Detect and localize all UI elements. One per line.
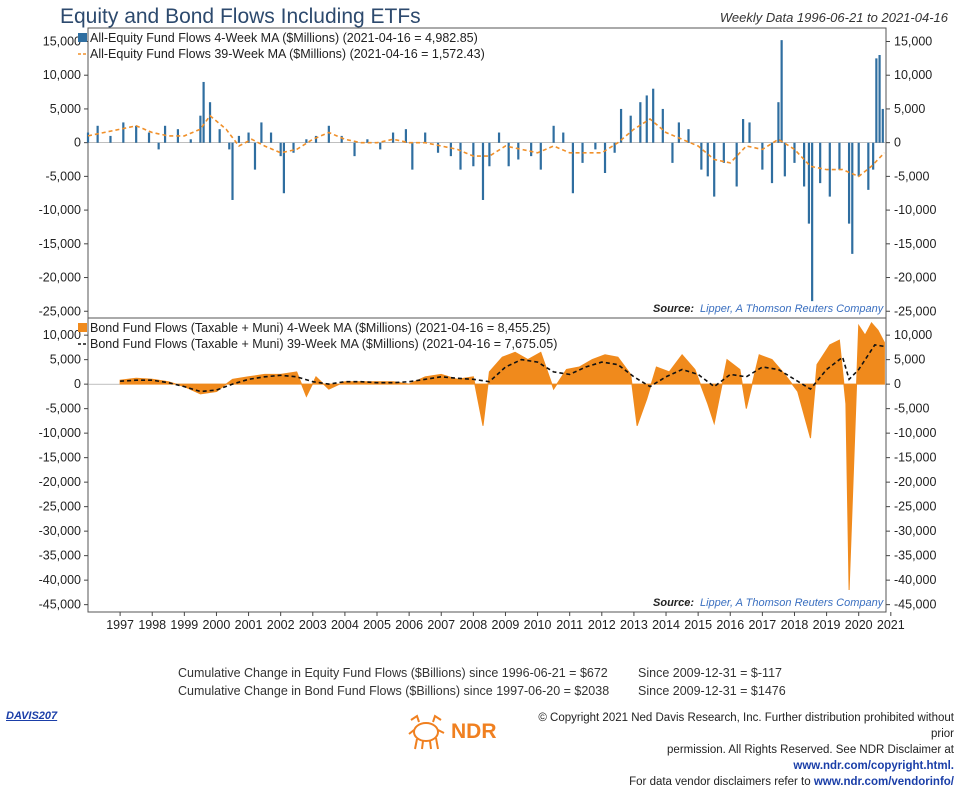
equity-ytick-label-left: 15,000 bbox=[43, 34, 81, 48]
cumulative-bond: Cumulative Change in Bond Fund Flows ($B… bbox=[178, 684, 610, 698]
vendor-line: For data vendor disclaimers refer to bbox=[629, 776, 811, 788]
xtick-label: 1997 bbox=[106, 618, 134, 632]
bond-ytick-label-left: -25,000 bbox=[39, 500, 81, 514]
xtick-label: 2012 bbox=[588, 618, 616, 632]
cumulative-bond-since: Since 2009-12-31 = $1476 bbox=[638, 684, 786, 698]
data-period: Weekly Data 1996-06-21 to 2021-04-16 bbox=[719, 10, 948, 25]
bond-ma-line bbox=[120, 344, 885, 393]
xtick-label: 2003 bbox=[299, 618, 327, 632]
bond-legend-swatch bbox=[78, 323, 87, 332]
bond-ytick-label-right: -25,000 bbox=[894, 500, 936, 514]
xtick-label: 2018 bbox=[781, 618, 809, 632]
bond-ytick-label-right: -45,000 bbox=[894, 598, 936, 612]
xtick-label: 2002 bbox=[267, 618, 295, 632]
bond-ytick-label-right: 10,000 bbox=[894, 328, 932, 342]
bond-ytick-label-right: -15,000 bbox=[894, 451, 936, 465]
equity-panel-frame bbox=[87, 27, 887, 319]
equity-ytick-label-left: -15,000 bbox=[39, 237, 81, 251]
xtick-label: 2007 bbox=[427, 618, 455, 632]
bond-ytick-label-left: -5,000 bbox=[46, 402, 81, 416]
chart-title: Equity and Bond Flows Including ETFs bbox=[60, 5, 421, 28]
bond-ytick-label-left: 0 bbox=[74, 377, 81, 391]
bond-ytick-label-left: -35,000 bbox=[39, 549, 81, 563]
bond-ma-legend-label: Bond Fund Flows (Taxable + Muni) 39-Week… bbox=[90, 337, 557, 351]
bond-ytick-label-left: -10,000 bbox=[39, 426, 81, 440]
xtick-label: 2010 bbox=[524, 618, 552, 632]
xtick-label: 2013 bbox=[620, 618, 648, 632]
bond-ytick-label-left: 10,000 bbox=[43, 328, 81, 342]
bond-ytick-label-right: -30,000 bbox=[894, 524, 936, 538]
xtick-label: 2019 bbox=[813, 618, 841, 632]
xtick-label: 2020 bbox=[845, 618, 873, 632]
xtick-label: 2001 bbox=[235, 618, 263, 632]
ndr-bull-bear-icon bbox=[408, 714, 445, 750]
equity-ytick-label-left: -25,000 bbox=[39, 304, 81, 318]
bond-ytick-label-right: -10,000 bbox=[894, 426, 936, 440]
bond-source-text: Lipper, A Thomson Reuters Company bbox=[700, 597, 885, 609]
cumulative-equity-since: Since 2009-12-31 = $-117 bbox=[638, 666, 782, 680]
ndr-logo: NDR bbox=[405, 712, 525, 752]
bond-ytick-label-left: 5,000 bbox=[50, 353, 81, 367]
xtick-label: 2006 bbox=[395, 618, 423, 632]
copyright-notice: © Copyright 2021 Ned Davis Research, Inc… bbox=[514, 710, 954, 790]
bond-ytick-label-right: -35,000 bbox=[894, 549, 936, 563]
equity-ytick-label-left: 0 bbox=[74, 136, 81, 150]
chart-id-link[interactable]: DAVIS207 bbox=[6, 710, 58, 722]
equity-ytick-label-left: 5,000 bbox=[50, 102, 81, 116]
equity-ytick-label-right: 10,000 bbox=[894, 68, 932, 82]
bond-source-label: Source: bbox=[653, 597, 694, 609]
xtick-label: 2016 bbox=[716, 618, 744, 632]
bond-flow-area bbox=[119, 322, 885, 591]
equity-source-text: Lipper, A Thomson Reuters Company bbox=[700, 303, 885, 315]
xtick-label: 2000 bbox=[203, 618, 231, 632]
xtick-label: 1998 bbox=[138, 618, 166, 632]
equity-ma-line bbox=[87, 114, 885, 178]
equity-ytick-label-left: -5,000 bbox=[46, 169, 81, 183]
copyright-link[interactable]: www.ndr.com/copyright.html. bbox=[793, 760, 954, 772]
cumulative-equity: Cumulative Change in Equity Fund Flows (… bbox=[178, 666, 608, 680]
ndr-logo-text: NDR bbox=[451, 720, 497, 743]
equity-ytick-label-right: 15,000 bbox=[894, 34, 932, 48]
copyright-line-2: permission. All Rights Reserved. See NDR… bbox=[667, 744, 954, 756]
bond-panel-frame bbox=[87, 317, 887, 613]
xtick-label: 2008 bbox=[459, 618, 487, 632]
bond-ytick-label-left: -40,000 bbox=[39, 573, 81, 587]
bond-legend-label: Bond Fund Flows (Taxable + Muni) 4-Week … bbox=[90, 321, 550, 335]
bond-ytick-label-left: -20,000 bbox=[39, 475, 81, 489]
bond-ytick-label-right: -40,000 bbox=[894, 573, 936, 587]
bond-ytick-label-right: 5,000 bbox=[894, 353, 925, 367]
xtick-label: 2015 bbox=[684, 618, 712, 632]
equity-ytick-label-right: -20,000 bbox=[894, 271, 936, 285]
equity-ytick-label-right: -5,000 bbox=[894, 169, 929, 183]
copyright-line-1: © Copyright 2021 Ned Davis Research, Inc… bbox=[538, 712, 954, 740]
bond-ytick-label-right: -20,000 bbox=[894, 475, 936, 489]
equity-source-label: Source: bbox=[653, 303, 694, 315]
chart-area: 15,000 15,000 10,000 10,000 5,000 5,000 0 0 -5,0… bbox=[39, 27, 936, 632]
xtick-label: 2005 bbox=[363, 618, 391, 632]
xtick-label: 2004 bbox=[331, 618, 359, 632]
equity-ytick-label-right: -10,000 bbox=[894, 203, 936, 217]
equity-legend-label: All-Equity Fund Flows 4-Week MA ($Millio… bbox=[90, 31, 478, 45]
xtick-label: 2017 bbox=[748, 618, 776, 632]
xtick-label: 2009 bbox=[492, 618, 520, 632]
equity-ytick-label-right: -15,000 bbox=[894, 237, 936, 251]
xtick-label: 1999 bbox=[170, 618, 198, 632]
equity-ytick-label-right: -25,000 bbox=[894, 304, 936, 318]
vendor-link[interactable]: www.ndr.com/vendorinfo/ bbox=[813, 776, 954, 788]
bond-ytick-label-left: -30,000 bbox=[39, 524, 81, 538]
xtick-label: 2014 bbox=[652, 618, 680, 632]
equity-ytick-label-left: 10,000 bbox=[43, 68, 81, 82]
equity-ytick-label-right: 0 bbox=[894, 136, 901, 150]
bond-ytick-label-right: -5,000 bbox=[894, 402, 929, 416]
bond-ytick-label-left: -45,000 bbox=[39, 598, 81, 612]
equity-ma-legend-label: All-Equity Fund Flows 39-Week MA ($Milli… bbox=[90, 47, 485, 61]
bond-ytick-label-right: 0 bbox=[894, 377, 901, 391]
equity-legend-swatch bbox=[78, 33, 87, 42]
bond-ytick-label-left: -15,000 bbox=[39, 451, 81, 465]
xtick-label: 2021 bbox=[877, 618, 905, 632]
equity-ytick-label-left: -10,000 bbox=[39, 203, 81, 217]
xtick-label: 2011 bbox=[556, 618, 583, 632]
equity-ytick-label-left: -20,000 bbox=[39, 271, 81, 285]
equity-ytick-label-right: 5,000 bbox=[894, 102, 925, 116]
